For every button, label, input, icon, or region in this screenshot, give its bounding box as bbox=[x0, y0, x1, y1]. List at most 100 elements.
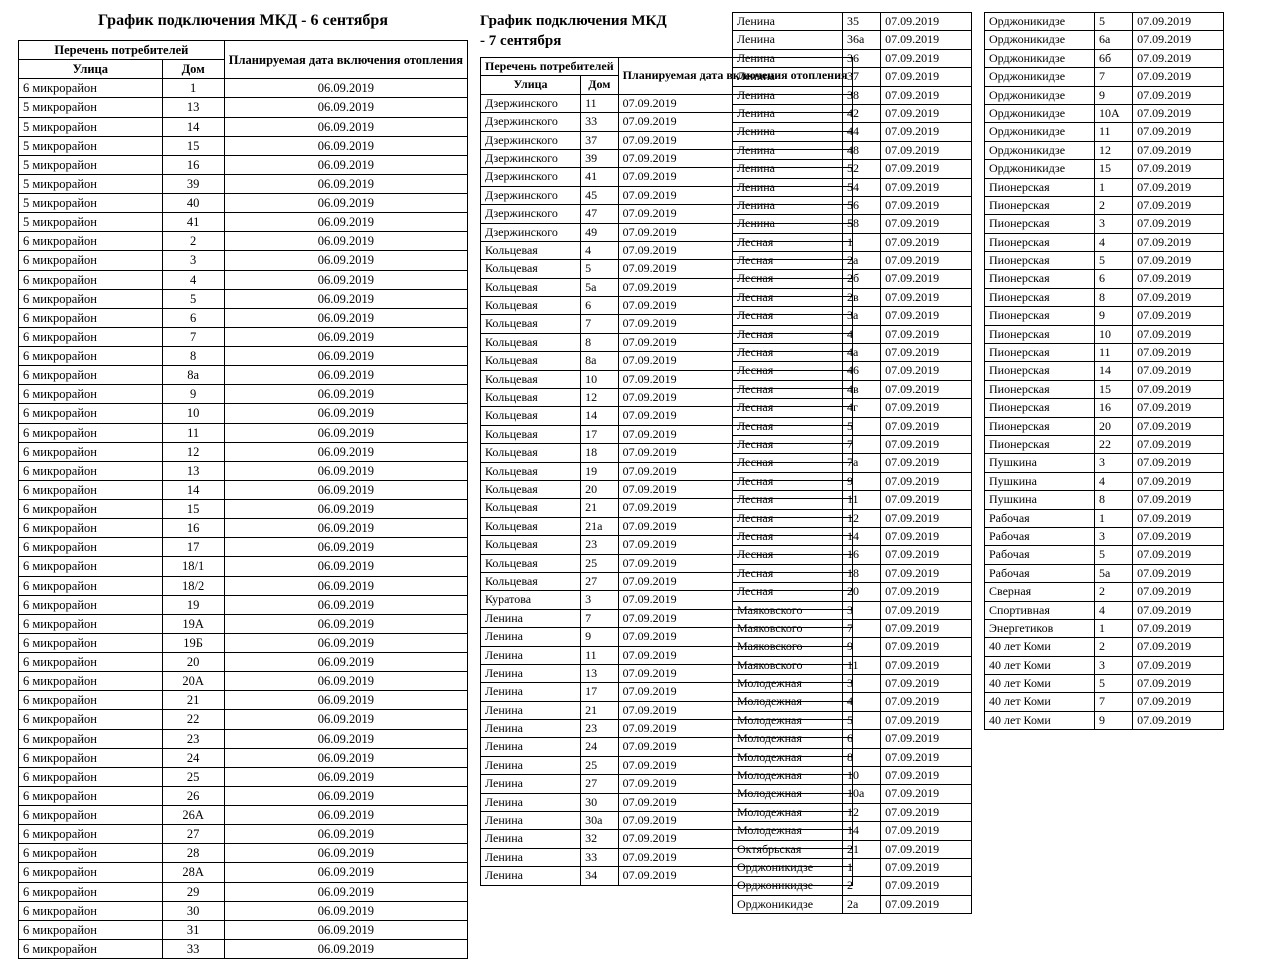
table-row: Пионерская2207.09.2019 bbox=[985, 435, 1224, 453]
cell-house: 37 bbox=[581, 131, 619, 149]
cell-house: 20А bbox=[162, 672, 224, 691]
cell-date: 06.09.2019 bbox=[224, 194, 467, 213]
table-row: Лесная4607.09.2019 bbox=[733, 362, 972, 380]
cell-date: 07.09.2019 bbox=[881, 104, 972, 122]
cell-street: Ленина bbox=[733, 178, 843, 196]
cell-date: 07.09.2019 bbox=[881, 895, 972, 913]
cell-house: 20 bbox=[162, 653, 224, 672]
cell-date: 07.09.2019 bbox=[881, 344, 972, 362]
cell-house: 4 bbox=[581, 241, 619, 259]
cell-street: Лесная bbox=[733, 325, 843, 343]
cell-street: Лесная bbox=[733, 399, 843, 417]
cell-date: 07.09.2019 bbox=[1133, 160, 1224, 178]
table-row: Октябрьская2107.09.2019 bbox=[733, 840, 972, 858]
cell-street: 6 микрорайон bbox=[19, 939, 163, 958]
table-row: Орджоникидзе707.09.2019 bbox=[985, 68, 1224, 86]
cell-house: 13 bbox=[162, 461, 224, 480]
cell-street: 40 лет Коми bbox=[985, 638, 1095, 656]
cell-date: 07.09.2019 bbox=[1133, 711, 1224, 729]
table-row: 6 микрорайон2706.09.2019 bbox=[19, 825, 468, 844]
table-row: Орджоникидзе6а07.09.2019 bbox=[985, 31, 1224, 49]
cell-street: Ленина bbox=[733, 31, 843, 49]
cell-street: Молодежная bbox=[733, 748, 843, 766]
schedule-sep6: График подключения МКД - 6 сентября Пере… bbox=[18, 12, 468, 959]
table-row: Рабочая307.09.2019 bbox=[985, 527, 1224, 545]
cell-street: 6 микрорайон bbox=[19, 347, 163, 366]
cell-house: 12 bbox=[1094, 141, 1132, 159]
cell-street: 6 микрорайон bbox=[19, 595, 163, 614]
cell-date: 06.09.2019 bbox=[224, 519, 467, 538]
cell-date: 07.09.2019 bbox=[881, 68, 972, 86]
table-row: 6 микрорайон3106.09.2019 bbox=[19, 920, 468, 939]
cell-street: Кольцевая bbox=[481, 536, 581, 554]
cell-street: Пионерская bbox=[985, 215, 1095, 233]
table-row: 6 микрорайон2806.09.2019 bbox=[19, 844, 468, 863]
cell-house: 9 bbox=[842, 472, 880, 490]
cell-street: Пионерская bbox=[985, 344, 1095, 362]
cell-house: 3 bbox=[162, 251, 224, 270]
cell-street: 6 микрорайон bbox=[19, 423, 163, 442]
cell-house: 8 bbox=[1094, 491, 1132, 509]
cell-date: 06.09.2019 bbox=[224, 136, 467, 155]
cell-house: 14 bbox=[842, 527, 880, 545]
schedule-sep7-part2: Ленина3507.09.2019Ленина36а07.09.2019Лен… bbox=[732, 12, 972, 914]
title-sep7: График подключения МКД - 7 сентября bbox=[480, 12, 720, 51]
cell-house: 26 bbox=[162, 786, 224, 805]
cell-house: 16 bbox=[162, 155, 224, 174]
cell-house: 19А bbox=[162, 614, 224, 633]
cell-street: Пионерская bbox=[985, 417, 1095, 435]
table-row: Рабочая107.09.2019 bbox=[985, 509, 1224, 527]
cell-street: Маяковского bbox=[733, 601, 843, 619]
table-row: Молодежная1407.09.2019 bbox=[733, 822, 972, 840]
cell-street: Пушкина bbox=[985, 491, 1095, 509]
table-row: Ленина3807.09.2019 bbox=[733, 86, 972, 104]
cell-date: 06.09.2019 bbox=[224, 595, 467, 614]
table-sep6: Перечень потребителей Планируемая дата в… bbox=[18, 40, 468, 959]
cell-street: Пионерская bbox=[985, 196, 1095, 214]
cell-street: Ленина bbox=[733, 215, 843, 233]
cell-house: 14 bbox=[162, 117, 224, 136]
cell-house: 1 bbox=[1094, 509, 1132, 527]
cell-house: 7 bbox=[162, 327, 224, 346]
cell-street: Лесная bbox=[733, 509, 843, 527]
table-row: Пионерская1407.09.2019 bbox=[985, 362, 1224, 380]
cell-house: 11 bbox=[1094, 123, 1132, 141]
cell-street: Дзержинского bbox=[481, 186, 581, 204]
cell-house: 5 bbox=[1094, 252, 1132, 270]
cell-street: 6 микрорайон bbox=[19, 710, 163, 729]
cell-house: 6а bbox=[1094, 31, 1132, 49]
table-row: Ленина5407.09.2019 bbox=[733, 178, 972, 196]
cell-house: 4 bbox=[1094, 233, 1132, 251]
table-row: Орджоникидзе107.09.2019 bbox=[733, 858, 972, 876]
cell-house: 22 bbox=[1094, 435, 1132, 453]
cell-street: Орджоникидзе bbox=[985, 141, 1095, 159]
cell-date: 06.09.2019 bbox=[224, 767, 467, 786]
cell-date: 06.09.2019 bbox=[224, 538, 467, 557]
cell-house: 5 bbox=[581, 260, 619, 278]
cell-street: 40 лет Коми bbox=[985, 693, 1095, 711]
cell-house: 44 bbox=[842, 123, 880, 141]
cell-street: Дзержинского bbox=[481, 168, 581, 186]
table-row: Лесная707.09.2019 bbox=[733, 435, 972, 453]
table-row: 6 микрорайон2906.09.2019 bbox=[19, 882, 468, 901]
th2-street: Улица bbox=[481, 76, 581, 94]
cell-street: Орджоникидзе bbox=[985, 104, 1095, 122]
table-row: 6 микрорайон2506.09.2019 bbox=[19, 767, 468, 786]
cell-date: 07.09.2019 bbox=[1133, 546, 1224, 564]
cell-street: Лесная bbox=[733, 344, 843, 362]
table-row: 6 микрорайон2406.09.2019 bbox=[19, 748, 468, 767]
cell-house: 10А bbox=[1094, 104, 1132, 122]
cell-house: 6 bbox=[842, 730, 880, 748]
table-row: 6 микрорайон306.09.2019 bbox=[19, 251, 468, 270]
cell-date: 07.09.2019 bbox=[881, 215, 972, 233]
cell-street: Пионерская bbox=[985, 307, 1095, 325]
table-row: Лесная1207.09.2019 bbox=[733, 509, 972, 527]
cell-date: 07.09.2019 bbox=[881, 711, 972, 729]
cell-house: 10 bbox=[842, 767, 880, 785]
table-row: Молодежная407.09.2019 bbox=[733, 693, 972, 711]
cell-street: Ленина bbox=[733, 13, 843, 31]
cell-house: 10а bbox=[842, 785, 880, 803]
cell-house: 5 bbox=[1094, 546, 1132, 564]
cell-street: Пушкина bbox=[985, 454, 1095, 472]
cell-street: Пионерская bbox=[985, 252, 1095, 270]
